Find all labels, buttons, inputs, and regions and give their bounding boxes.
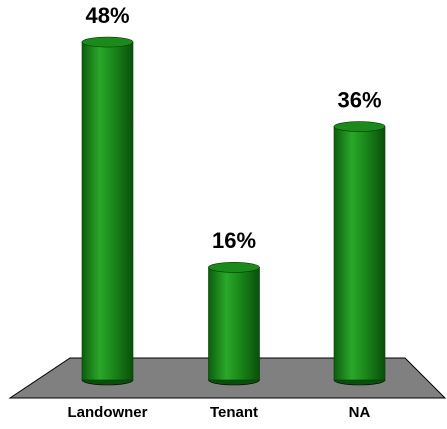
bar-top: [208, 262, 260, 273]
x-tick-label: Landowner: [67, 404, 147, 421]
bar-top: [81, 36, 134, 48]
value-label: 16%: [212, 228, 256, 253]
bar: [333, 126, 386, 381]
bar: [208, 267, 260, 381]
x-tick-label: NA: [349, 404, 371, 421]
value-label: 36%: [337, 87, 381, 112]
bar: [81, 41, 134, 381]
value-label: 48%: [85, 3, 129, 28]
bar-top: [333, 121, 386, 132]
x-tick-label: Tenant: [210, 404, 258, 421]
